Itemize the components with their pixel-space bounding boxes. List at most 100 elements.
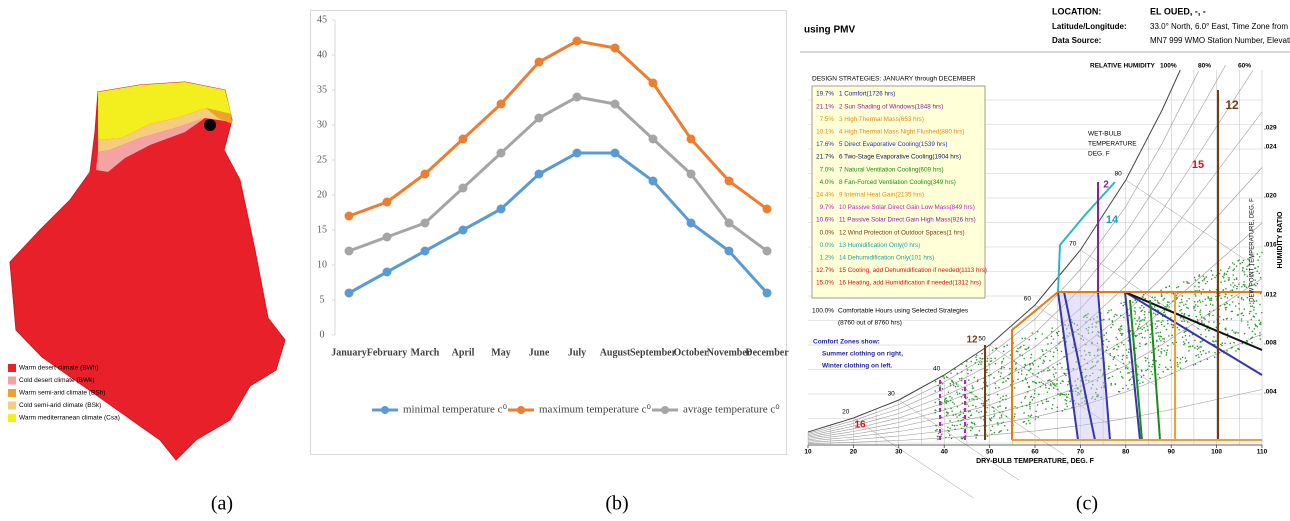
hour-dot	[1236, 285, 1238, 288]
hour-dot	[975, 395, 978, 398]
hour-dot	[1237, 347, 1239, 350]
hour-dot	[997, 406, 999, 408]
hour-dot	[1141, 304, 1143, 307]
hour-dot	[1037, 372, 1040, 375]
hour-dot	[1034, 418, 1037, 420]
data-point	[724, 176, 734, 186]
hour-dot	[1179, 309, 1181, 312]
hour-dot	[1017, 378, 1019, 381]
hour-dot	[1247, 321, 1249, 323]
hour-dot	[1029, 422, 1031, 424]
hour-dot	[1045, 398, 1048, 400]
wet-bulb-label: 40	[933, 366, 941, 373]
hour-dot	[1149, 377, 1152, 380]
rh-curve	[807, 71, 1199, 434]
hour-dot	[1258, 255, 1261, 258]
hour-dot	[1204, 282, 1207, 285]
data-point	[724, 218, 734, 228]
hour-dot	[1206, 358, 1209, 361]
hour-dot	[1025, 378, 1027, 381]
hour-dot	[1073, 322, 1076, 325]
hour-dot	[1140, 376, 1143, 378]
hour-dot	[1071, 385, 1074, 387]
hour-dot	[1085, 321, 1087, 323]
hour-dot	[986, 357, 989, 360]
psychro-axis: 10 20 30 40 50 60 70 80 90 100 110 .029 .024 .020 .016…	[804, 98, 1277, 456]
y-tick-label: 5	[320, 294, 325, 305]
x-tick-label: May	[491, 347, 510, 358]
hour-dot	[1083, 400, 1086, 402]
hour-dot	[1251, 305, 1254, 307]
hour-dot	[979, 361, 981, 364]
hour-dot	[950, 407, 952, 410]
hour-dot	[1005, 415, 1008, 418]
hour-dot	[1041, 402, 1044, 404]
data-point	[686, 218, 696, 228]
hour-dot	[1168, 285, 1171, 288]
strategy-box	[811, 85, 986, 299]
x-tick-label: 80	[1122, 449, 1130, 456]
hour-dot	[1199, 313, 1202, 316]
x-axis-title: DRY-BULB TEMPERATURE, DEG. F	[976, 458, 1095, 465]
hour-dot	[1117, 345, 1120, 348]
hour-dot	[1232, 274, 1235, 276]
data-point	[648, 78, 658, 88]
hour-dot	[1160, 340, 1162, 342]
hour-dot	[958, 377, 961, 380]
hour-dot	[1193, 300, 1196, 303]
hour-dot	[1025, 373, 1028, 376]
hour-dot	[1261, 251, 1263, 254]
x-tick-label: 20	[850, 449, 858, 456]
hour-dot	[1249, 302, 1251, 305]
hour-dot	[1144, 297, 1147, 300]
comfort-zones-note: Summer clothing on right,	[822, 351, 903, 358]
hour-dot	[1042, 382, 1044, 385]
hour-dot	[994, 387, 997, 389]
hour-dot	[1188, 297, 1191, 300]
hour-dot	[1250, 337, 1252, 340]
hour-dot	[1123, 301, 1126, 304]
hour-dot	[1049, 350, 1052, 353]
hour-dot	[960, 379, 963, 382]
hour-dot	[973, 398, 975, 401]
hour-dot	[1157, 373, 1159, 376]
hour-dot	[962, 436, 965, 439]
hour-dot	[1030, 367, 1032, 370]
hour-dot	[1127, 351, 1130, 353]
hour-dot	[941, 382, 944, 385]
hour-dot	[962, 412, 965, 414]
hour-dot	[1194, 279, 1197, 281]
hour-dot	[970, 425, 972, 428]
hour-dot	[1029, 415, 1032, 418]
hour-dot	[1259, 292, 1262, 295]
hour-dot	[1123, 316, 1125, 319]
strategy-name: 2 Sun Shading of Windows(1848 hrs)	[839, 103, 943, 110]
hour-dot	[1000, 416, 1003, 418]
hour-dot	[1037, 365, 1040, 368]
hour-dot	[1056, 410, 1059, 413]
hour-dot	[1029, 405, 1031, 408]
series-line	[348, 95, 768, 253]
hour-dot	[1156, 340, 1158, 343]
hour-dot	[1246, 339, 1248, 342]
hour-dot	[1246, 296, 1249, 299]
hour-dot	[999, 401, 1001, 403]
hour-dot	[1024, 377, 1027, 379]
hour-dot	[1103, 385, 1105, 387]
hour-dot	[1199, 341, 1202, 343]
hour-dot	[1255, 312, 1257, 315]
hour-dot	[1222, 275, 1224, 278]
hour-dot	[1194, 285, 1196, 288]
hour-dot	[1013, 415, 1016, 418]
hour-dot	[941, 424, 943, 426]
saturation-curve	[807, 69, 1181, 433]
map-bsh-region	[206, 108, 232, 124]
hour-dot	[993, 431, 996, 434]
hour-dot	[1091, 361, 1094, 363]
hour-dot	[970, 369, 972, 372]
hour-dot	[995, 347, 997, 350]
hour-dot	[1242, 259, 1245, 262]
hour-dot	[942, 375, 944, 378]
x-tick-label: March	[411, 347, 440, 358]
hour-dot	[951, 424, 954, 426]
